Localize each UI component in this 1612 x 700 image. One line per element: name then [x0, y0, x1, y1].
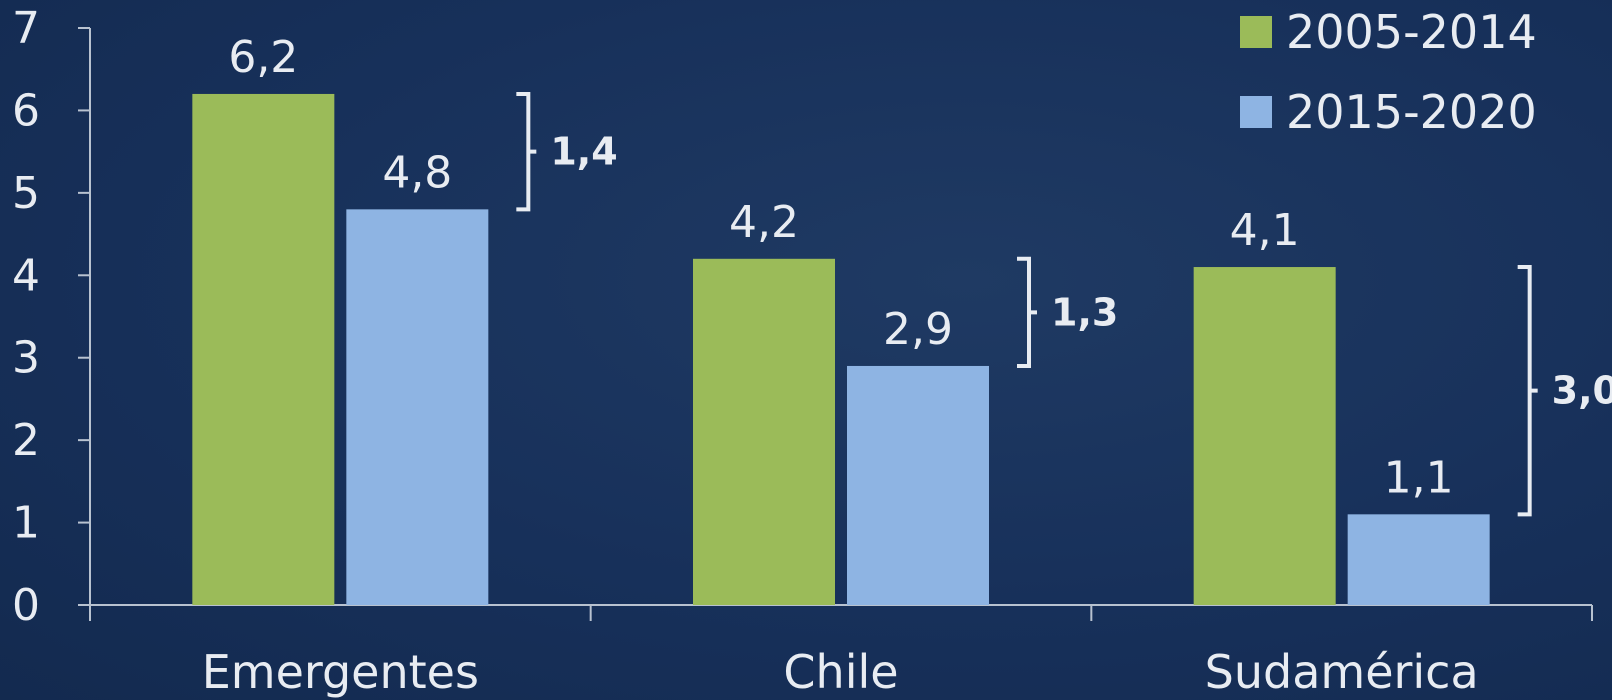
bar-value-label: 2,9 — [883, 304, 953, 355]
legend-swatch — [1240, 16, 1272, 48]
bar-series2 — [847, 365, 989, 605]
bar-series2 — [346, 209, 489, 606]
legend-label: 2005-2014 — [1286, 5, 1537, 59]
bar-value-label: 1,1 — [1384, 452, 1454, 503]
bar-value-label: 4,8 — [382, 147, 452, 198]
difference-bracket — [516, 91, 537, 212]
difference-brackets: 1,4 1,3 3,0 — [516, 91, 1612, 517]
bar-value-label: 4,2 — [729, 197, 799, 248]
y-tick-label: 5 — [12, 168, 40, 219]
y-tick-label: 4 — [12, 250, 40, 301]
x-category-label: Chile — [783, 645, 898, 699]
bar-series2 — [1347, 514, 1490, 605]
bar-value-label: 6,2 — [228, 32, 298, 83]
bars: 6,2 4,8 4,2 2,9 4,1 1,1 — [192, 32, 1490, 606]
bar-series1 — [1193, 267, 1336, 605]
bar-series1 — [693, 258, 835, 605]
y-tick-label: 2 — [12, 415, 40, 466]
y-tick-label: 3 — [12, 333, 40, 384]
y-tick-label: 1 — [12, 498, 40, 549]
x-category-label: Sudamérica — [1205, 645, 1479, 699]
difference-bracket — [1517, 265, 1538, 517]
y-tick-label: 6 — [12, 85, 40, 136]
legend: 2005-2014 2015-2020 — [1240, 5, 1537, 139]
x-axis: Emergentes Chile Sudamérica — [89, 604, 1593, 699]
difference-label: 1,4 — [550, 130, 617, 174]
bar-series1 — [192, 93, 335, 605]
difference-bracket — [1017, 256, 1037, 368]
y-axis: 0 1 2 3 4 5 6 7 — [12, 3, 91, 631]
legend-swatch — [1240, 96, 1272, 128]
difference-label: 3,0 — [1552, 369, 1612, 413]
legend-label: 2015-2020 — [1286, 85, 1537, 139]
y-tick-label: 7 — [12, 3, 40, 54]
y-tick-label: 0 — [12, 580, 40, 631]
x-category-label: Emergentes — [202, 645, 479, 699]
bar-value-label: 4,1 — [1230, 205, 1300, 256]
difference-label: 1,3 — [1051, 290, 1118, 334]
